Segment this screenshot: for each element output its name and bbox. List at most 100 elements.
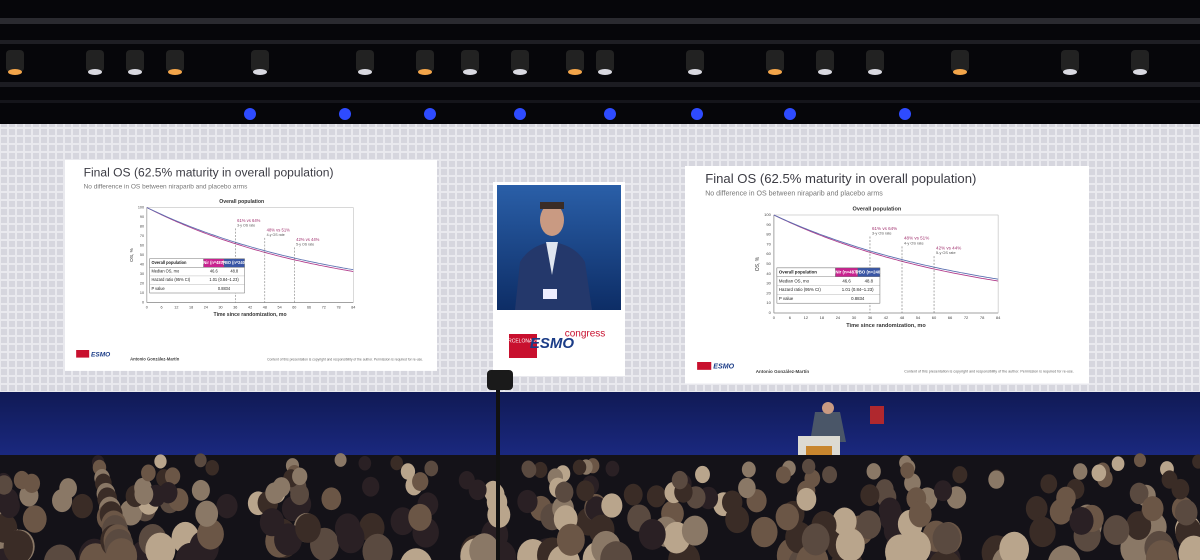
light-glow	[358, 69, 372, 75]
head	[197, 518, 224, 550]
x-tick-label: 72	[964, 315, 968, 320]
head	[738, 477, 756, 499]
head	[623, 483, 643, 506]
table-cell: P value	[779, 296, 794, 301]
y-axis-label: OS, %	[755, 256, 761, 271]
annotation-sub: 4-y OS rate	[267, 233, 285, 237]
table-header: Overall population	[779, 269, 817, 274]
table-cell: 46.6	[210, 269, 219, 274]
x-tick-label: 54	[278, 305, 282, 309]
logo-city: BARCELONA 2024	[501, 338, 544, 344]
x-tick-label: 6	[789, 315, 792, 320]
light	[166, 50, 184, 72]
head	[469, 533, 500, 560]
head	[295, 513, 321, 543]
x-tick-label: 18	[189, 305, 193, 309]
chart-title: Overall population	[853, 207, 902, 213]
light-glow	[88, 69, 102, 75]
x-tick-label: 54	[916, 315, 921, 320]
head	[1091, 464, 1107, 482]
slide-bg	[685, 166, 1089, 384]
x-tick-label: 24	[204, 305, 208, 309]
head	[801, 523, 830, 556]
head	[191, 479, 210, 501]
table-cell: Median OS, mo	[779, 278, 810, 283]
light	[511, 50, 529, 72]
table-cell: 0.8834	[851, 296, 865, 301]
x-tick-label: 42	[884, 315, 888, 320]
table-cell: 48.8	[230, 269, 239, 274]
head	[796, 487, 817, 511]
head	[605, 460, 620, 477]
head	[205, 459, 219, 476]
x-tick-label: 84	[351, 305, 355, 309]
head	[334, 453, 347, 467]
y-tick-label: 70	[766, 241, 771, 246]
lighting-truss	[0, 18, 1200, 120]
plot-frame	[146, 207, 354, 303]
head	[1040, 474, 1058, 494]
head	[165, 467, 181, 485]
head	[880, 504, 904, 532]
x-tick-label: 24	[836, 315, 841, 320]
head	[1129, 482, 1149, 505]
x-axis-label: Time since randomization, mo	[214, 312, 287, 318]
head	[105, 538, 138, 560]
x-tick-label: 78	[980, 315, 985, 320]
head	[908, 501, 932, 528]
x-tick-label: 66	[307, 305, 311, 309]
head	[751, 516, 778, 548]
y-tick-label: 100	[764, 212, 772, 217]
annotation-sub: 5-y OS rate	[936, 251, 956, 255]
y-tick-label: 20	[140, 281, 144, 285]
y-tick-label: 50	[766, 261, 771, 266]
head	[334, 513, 361, 543]
light-glow	[1063, 69, 1077, 75]
table-cell: 46.6	[842, 278, 851, 283]
x-tick-label: 42	[248, 305, 252, 309]
x-tick-label: 36	[233, 305, 237, 309]
x-tick-label: 36	[868, 315, 873, 320]
head	[1145, 540, 1178, 560]
slide-title: Final OS (62.5% maturity in overall popu…	[84, 165, 334, 179]
head	[134, 483, 154, 505]
head	[600, 541, 633, 560]
x-tick-label: 60	[292, 305, 296, 309]
live-video: BARCELONA 2024 ESMO congress	[493, 182, 625, 376]
y-tick-label: 30	[766, 281, 771, 286]
head	[900, 462, 915, 479]
y-tick-label: 40	[140, 262, 144, 266]
light	[951, 50, 969, 72]
blue-light	[339, 108, 351, 120]
light	[866, 50, 884, 72]
head	[1073, 463, 1088, 480]
slide-title: Final OS (62.5% maturity in overall popu…	[705, 171, 976, 186]
head	[0, 493, 20, 519]
head	[576, 480, 595, 502]
annotation: 61% vs 64%	[872, 226, 897, 231]
light	[126, 50, 144, 72]
head	[517, 489, 538, 514]
head	[866, 463, 881, 480]
footer-brand: ESMO	[91, 351, 110, 358]
light-glow	[598, 69, 612, 75]
footer-logo	[697, 362, 712, 370]
blue-light	[899, 108, 911, 120]
table-cell: Hazard ratio (95% CI)	[151, 277, 190, 282]
light-glow	[688, 69, 702, 75]
light-glow	[168, 69, 182, 75]
head	[601, 493, 623, 518]
blue-light	[244, 108, 256, 120]
y-tick-label: 90	[766, 222, 771, 227]
table-cell: 1.01 (0.84–1.23)	[209, 277, 239, 282]
survival-curve	[773, 214, 999, 280]
blue-light	[784, 108, 796, 120]
x-tick-label: 66	[948, 315, 953, 320]
head	[141, 464, 156, 482]
table-header: PBO (n=240)	[222, 260, 246, 265]
survival-curve	[773, 214, 999, 282]
head	[556, 523, 585, 556]
head	[195, 500, 219, 527]
x-tick-label: 0	[773, 315, 776, 320]
